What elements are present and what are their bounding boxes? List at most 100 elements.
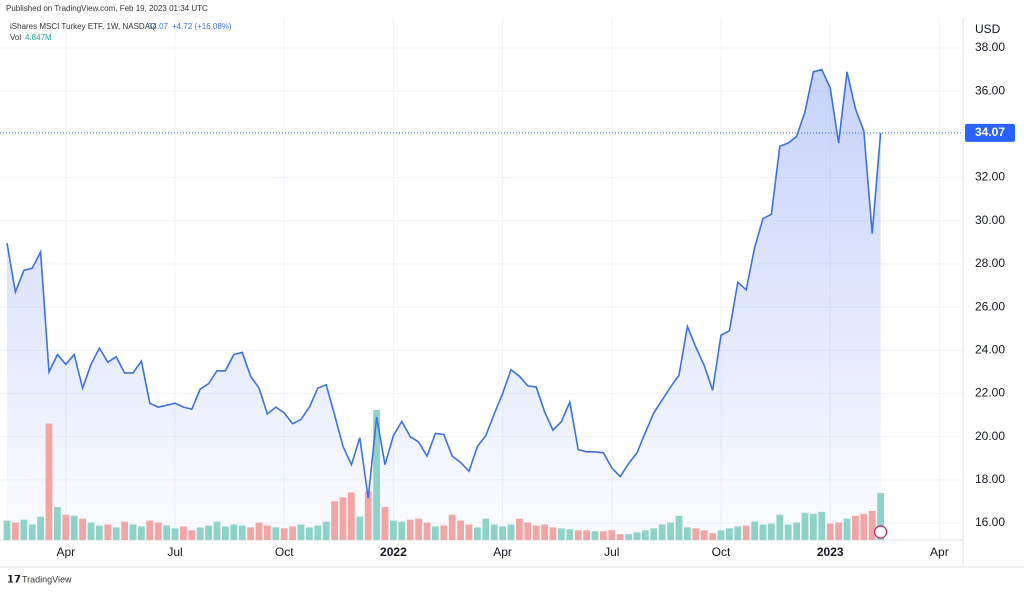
volume-bar [238,525,246,540]
volume-bar [591,531,599,540]
plot [0,68,963,540]
volume-bar [196,527,204,540]
volume-bar [289,526,296,540]
y-tick-label: 26.00 [975,299,1005,313]
volume-bar [667,522,674,540]
volume-bar [406,519,414,540]
volume-bar [608,530,616,540]
volume-bar [642,530,649,540]
volume-bar [146,520,154,540]
volume-bar [801,512,809,540]
footer-brand: TradingView [22,574,72,584]
y-tick-label: 22.00 [975,386,1005,400]
volume-bar [45,423,53,540]
volume-bar [625,534,632,540]
volume-bar [264,525,271,540]
volume-bar [684,527,691,540]
volume-last: 4.847M [25,33,52,42]
last-price-box [965,123,1015,142]
last-price-label: 34.07 [975,125,1005,139]
volume-bar [28,524,36,540]
volume-bar [768,523,775,540]
volume-bar [171,528,179,540]
volume-bar [448,514,456,540]
volume-bar [499,526,506,540]
volume-bar [112,527,120,540]
volume-bar [247,527,254,540]
volume-bar [742,525,750,540]
x-tick-label: Jul [604,545,619,559]
published-note: Published on TradingView.com, Feb 19, 20… [6,4,208,13]
volume-bar [272,527,280,540]
volume-bar [793,522,800,540]
volume-bar [70,515,78,540]
volume-bar [213,521,221,540]
x-tick-label: Oct [275,545,294,559]
y-tick-label: 30.00 [975,213,1005,227]
volume-bar [541,524,548,540]
volume-bar [230,524,238,540]
volume-bar [37,516,44,540]
volume-bar [566,529,574,540]
volume-bar [62,514,70,540]
volume-bar [423,522,431,540]
volume-bar [658,524,666,540]
y-tick-label: 32.00 [975,170,1005,184]
volume-bar [852,515,859,540]
volume-bar [440,525,448,540]
volume-bar [843,518,851,540]
y-tick-label: 24.00 [975,342,1005,356]
volume-bar [818,511,826,540]
volume-name: Vol [10,33,21,42]
volume-bar [373,410,380,540]
x-tick-label: 2023 [817,545,844,559]
volume-bar [381,507,389,540]
volume-bar [877,492,884,540]
volume-bar [364,491,372,540]
volume-bar [356,516,364,540]
volume-bar [524,522,532,540]
volume-bar [726,528,733,540]
volume-bar [574,530,582,540]
volume-bar [558,528,565,540]
volume-bar [280,528,288,540]
volume-bar [432,526,439,540]
volume-bar [79,518,86,540]
volume-bar [465,524,473,540]
volume-bar [457,520,464,540]
volume-bar [339,497,347,540]
volume-bar [222,526,229,540]
volume-bar [717,530,725,540]
volume-bar [692,528,700,540]
volume-bar [104,524,112,540]
price-change: +4.72 (+16.08%) [172,22,232,31]
currency-label: USD [975,22,1001,36]
volume-bar [650,528,658,540]
volume-bar [583,530,590,540]
volume-bar [759,524,767,540]
volume-bar [188,530,196,540]
volume-bar [784,524,792,540]
area [7,69,881,540]
last-price: 34.07 [148,22,169,31]
x-tick-label: Apr [930,545,949,559]
logo-mark: 𝟭𝟳 [7,575,21,586]
volume-bar [482,518,490,540]
volume-bar [516,518,523,540]
y-tick-label: 36.00 [975,83,1005,97]
volume-bar [390,520,397,540]
volume-bar [3,520,11,540]
volume-bar [398,521,406,540]
volume-bar [490,524,498,540]
volume-bar [138,526,145,540]
volume-bar [776,514,784,540]
x-tick-label: Jul [167,545,182,559]
volume-bar [616,534,624,540]
x-tick-label: Apr [56,545,75,559]
volume-bar [507,524,515,540]
volume-bar [826,523,834,540]
volume-bar [348,492,355,540]
volume-bar [121,521,128,540]
x-tick-label: Oct [712,545,731,559]
volume-bar [20,519,28,540]
